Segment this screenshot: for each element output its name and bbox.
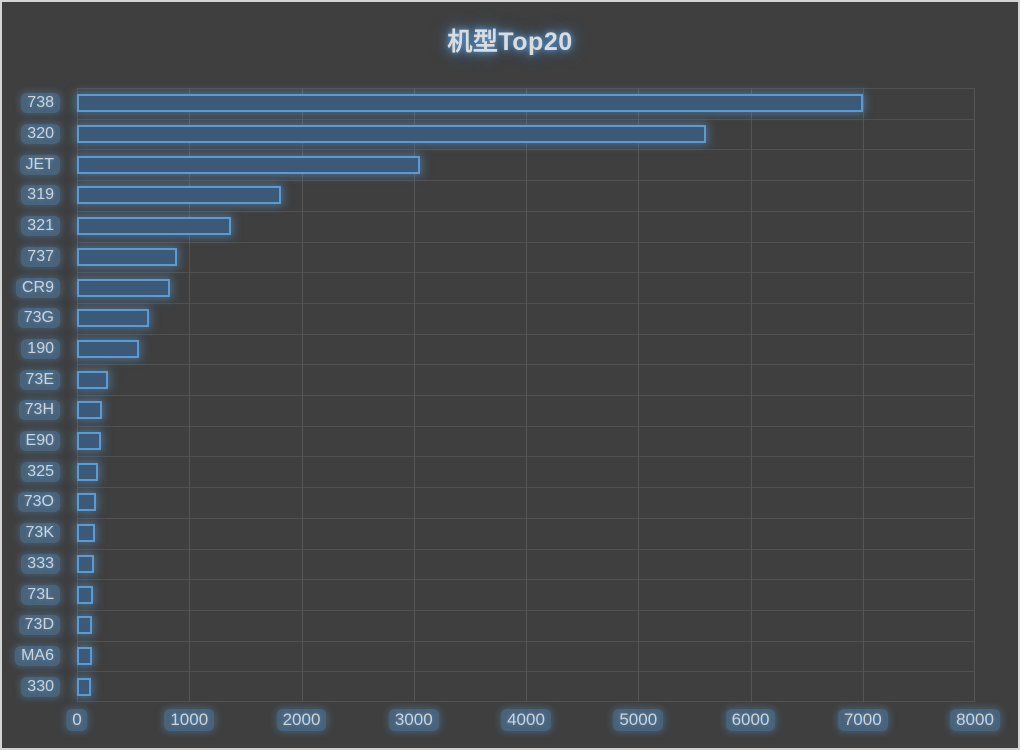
gridline-v <box>974 88 975 702</box>
y-label-73G: 73G <box>17 308 60 329</box>
y-label-190: 190 <box>21 338 60 359</box>
bar-73O[interactable] <box>77 493 96 512</box>
bar-319[interactable] <box>77 186 282 205</box>
y-label-737: 737 <box>21 246 60 267</box>
y-axis-labels: 738 320 JET 319 321 737 CR9 73G 190 73E 73H E90 325 7… <box>2 88 60 702</box>
y-label-333: 333 <box>21 553 60 574</box>
x-tick-3000: 3000 <box>388 709 439 731</box>
y-label-text: 738 <box>21 93 60 114</box>
y-label-text: 73L <box>21 584 60 605</box>
y-label-text: 320 <box>21 124 60 145</box>
y-label-text: JET <box>19 154 60 175</box>
x-tick-text: 6000 <box>725 709 776 731</box>
bar-320[interactable] <box>77 125 706 144</box>
bar-73L[interactable] <box>77 585 93 604</box>
bar-325[interactable] <box>77 462 99 481</box>
bar-73D[interactable] <box>77 616 93 635</box>
bar-JET[interactable] <box>77 155 421 174</box>
y-label-330: 330 <box>21 676 60 697</box>
y-label-319: 319 <box>21 185 60 206</box>
bar-330[interactable] <box>77 677 92 696</box>
gridline-v <box>301 88 303 702</box>
bar-73K[interactable] <box>77 524 95 543</box>
y-label-text: 319 <box>21 185 60 206</box>
plot-area <box>77 88 975 702</box>
bar-190[interactable] <box>77 339 139 358</box>
y-label-text: MA6 <box>15 645 60 666</box>
y-label-MA6: MA6 <box>15 645 60 666</box>
x-tick-1000: 1000 <box>164 709 215 731</box>
y-label-text: 330 <box>21 676 60 697</box>
gridline-v <box>413 88 415 702</box>
y-label-text: 737 <box>21 246 60 267</box>
bar-321[interactable] <box>77 217 231 236</box>
x-tick-text: 0 <box>66 709 88 731</box>
bar-738[interactable] <box>77 94 863 113</box>
y-label-E90: E90 <box>19 431 60 452</box>
x-tick-text: 7000 <box>837 709 888 731</box>
gridline-v <box>189 88 191 702</box>
x-tick-text: 5000 <box>613 709 664 731</box>
y-label-321: 321 <box>21 216 60 237</box>
y-label-text: 73H <box>18 400 60 421</box>
x-tick-4000: 4000 <box>501 709 551 731</box>
x-tick-8000: 8000 <box>950 709 1000 731</box>
gridline-v <box>526 88 527 702</box>
y-label-text: 321 <box>21 216 60 237</box>
bar-737[interactable] <box>77 247 177 266</box>
bar-73E[interactable] <box>77 370 109 389</box>
y-label-text: 325 <box>21 461 60 482</box>
y-label-text: 73O <box>17 492 60 513</box>
y-label-text: 73K <box>19 523 60 544</box>
y-label-CR9: CR9 <box>15 277 60 298</box>
x-tick-0: 0 <box>66 709 88 731</box>
bar-CR9[interactable] <box>77 278 171 297</box>
y-label-73O: 73O <box>17 492 60 513</box>
y-label-text: 190 <box>21 338 60 359</box>
bar-73G[interactable] <box>77 309 149 328</box>
y-label-73D: 73D <box>18 615 60 636</box>
y-label-73L: 73L <box>21 584 60 605</box>
bar-73H[interactable] <box>77 401 102 420</box>
y-label-text: 73E <box>19 369 60 390</box>
x-tick-5000: 5000 <box>613 709 664 731</box>
y-label-text: 333 <box>21 553 60 574</box>
y-axis-line <box>77 88 78 702</box>
gridline-v <box>638 88 640 702</box>
chart-title: 机型Top20 <box>447 28 573 56</box>
x-tick-text: 3000 <box>388 709 439 731</box>
x-tick-7000: 7000 <box>837 709 888 731</box>
bar-MA6[interactable] <box>77 646 92 665</box>
x-tick-text: 2000 <box>276 709 327 731</box>
y-label-text: CR9 <box>15 277 60 298</box>
x-tick-text: 1000 <box>164 709 215 731</box>
x-axis-labels: 0 1000 2000 3000 4000 5000 6000 7000 8000 <box>66 709 1000 737</box>
gridline-v <box>862 88 864 702</box>
y-label-73K: 73K <box>19 523 60 544</box>
bar-333[interactable] <box>77 554 94 573</box>
y-label-325: 325 <box>21 461 60 482</box>
y-label-text: 73D <box>18 615 60 636</box>
y-label-73H: 73H <box>18 400 60 421</box>
x-tick-text: 8000 <box>950 709 1000 731</box>
x-tick-text: 4000 <box>501 709 551 731</box>
bar-E90[interactable] <box>77 432 102 451</box>
y-label-738: 738 <box>21 93 60 114</box>
gridline-v <box>750 88 752 702</box>
x-tick-2000: 2000 <box>276 709 327 731</box>
y-label-73E: 73E <box>19 369 60 390</box>
y-label-text: E90 <box>19 431 60 452</box>
y-label-320: 320 <box>21 124 60 145</box>
y-label-text: 73G <box>17 308 60 329</box>
y-label-JET: JET <box>19 154 60 175</box>
x-tick-6000: 6000 <box>725 709 776 731</box>
